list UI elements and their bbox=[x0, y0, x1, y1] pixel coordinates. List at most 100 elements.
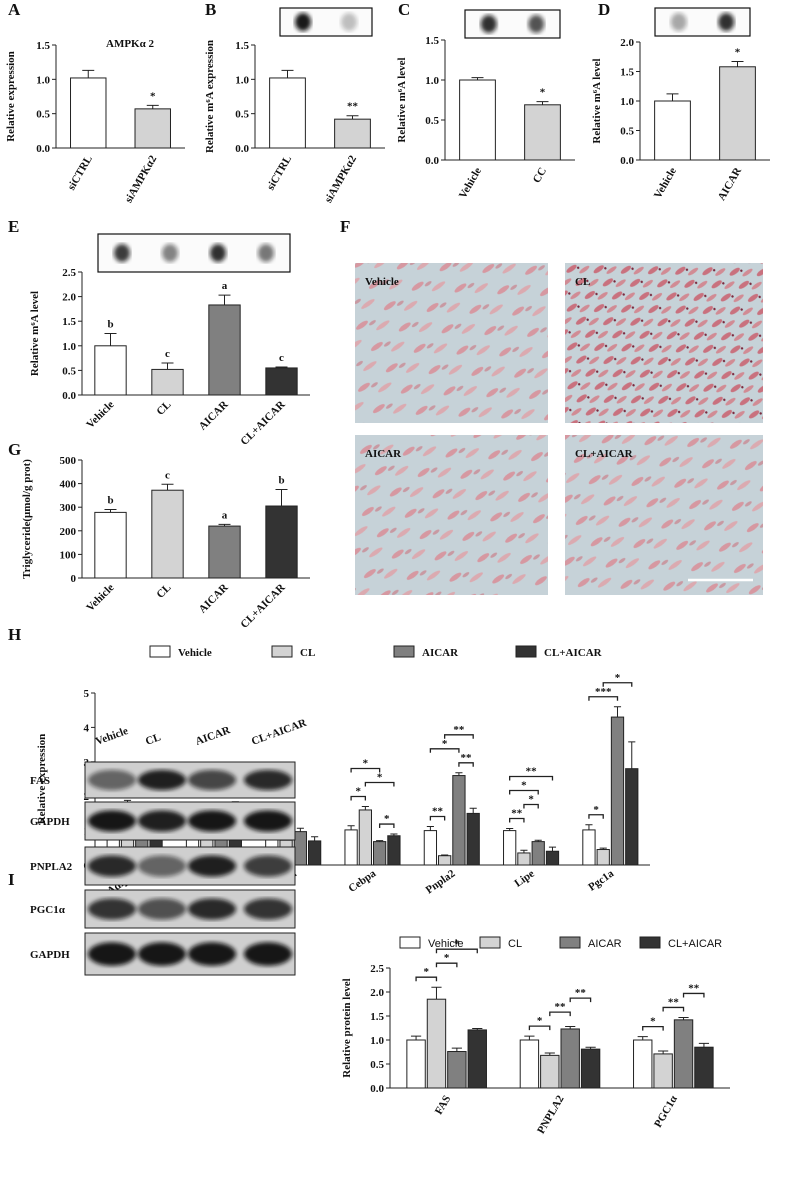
lane-label: AICAR bbox=[194, 724, 233, 748]
significance-label: * bbox=[363, 758, 369, 770]
panel-letter: B bbox=[205, 0, 216, 19]
legend-label: CL+AICAR bbox=[544, 647, 603, 659]
dot-blot-spot bbox=[480, 15, 497, 33]
significance-bracket bbox=[509, 789, 539, 795]
significance-label: * bbox=[615, 672, 621, 684]
error-bar bbox=[451, 1047, 462, 1052]
x-tick-label: Vehicle bbox=[84, 582, 116, 614]
blot-band bbox=[88, 810, 136, 832]
micrograph-label: AICAR bbox=[365, 448, 402, 460]
bar bbox=[373, 841, 387, 866]
significance-bracket bbox=[509, 817, 525, 823]
micrograph-label: Vehicle bbox=[365, 276, 399, 288]
bar bbox=[540, 1054, 560, 1089]
bar-annotation: c bbox=[165, 348, 170, 360]
error-bar bbox=[544, 1052, 555, 1056]
error-bar bbox=[311, 836, 319, 841]
significance-label: * bbox=[650, 1016, 656, 1028]
y-tick-label: 4 bbox=[84, 722, 90, 734]
legend-swatch bbox=[515, 645, 537, 658]
blot-band bbox=[88, 898, 136, 920]
bar-annotation: a bbox=[222, 280, 228, 292]
error-bar bbox=[520, 849, 528, 853]
error-bar bbox=[658, 1050, 669, 1054]
blot-band bbox=[188, 810, 236, 832]
significance-label: * bbox=[528, 794, 534, 806]
bar-annotation: * bbox=[735, 46, 741, 58]
significance-label: * bbox=[424, 966, 430, 978]
bar bbox=[654, 100, 691, 161]
dot-blot-frame bbox=[464, 9, 561, 39]
y-tick-label: 0.5 bbox=[235, 109, 249, 121]
y-tick-label: 300 bbox=[60, 502, 77, 514]
significance-bracket bbox=[350, 795, 367, 801]
error-bar bbox=[275, 489, 288, 507]
bar bbox=[673, 1019, 694, 1089]
bar bbox=[519, 1039, 540, 1089]
error-bar bbox=[678, 1016, 689, 1020]
bar bbox=[426, 998, 447, 1089]
error-bar bbox=[599, 847, 607, 850]
error-bar bbox=[161, 362, 174, 370]
y-tick-label: 0.0 bbox=[620, 155, 634, 167]
error-bar bbox=[524, 1035, 535, 1040]
micrograph-label: CL bbox=[575, 276, 590, 288]
micrograph bbox=[355, 435, 548, 595]
y-tick-label: 2.0 bbox=[620, 37, 634, 49]
error-bar bbox=[275, 366, 288, 368]
error-bar bbox=[281, 69, 294, 78]
y-tick-label: 1.5 bbox=[36, 40, 50, 52]
bar bbox=[633, 1039, 653, 1089]
bar bbox=[151, 489, 184, 579]
bar bbox=[307, 840, 322, 866]
significance-bracket bbox=[435, 948, 478, 954]
error-bar bbox=[565, 1026, 576, 1029]
significance-label: * bbox=[384, 813, 390, 825]
significance-label: * bbox=[442, 738, 448, 750]
significance-bracket bbox=[642, 1025, 664, 1031]
bar bbox=[70, 77, 107, 149]
error-bar bbox=[455, 772, 463, 776]
x-tick-label: AICAR bbox=[197, 581, 232, 616]
y-tick-label: 1.5 bbox=[235, 40, 249, 52]
significance-bracket bbox=[429, 815, 446, 821]
y-tick-label: 0.5 bbox=[36, 109, 50, 121]
significance-bracket bbox=[549, 1011, 571, 1017]
micrograph bbox=[565, 435, 763, 595]
error-bar bbox=[731, 60, 744, 67]
bar-annotation: a bbox=[222, 509, 228, 521]
significance-bracket bbox=[523, 803, 539, 809]
y-axis-label: Relative m⁶A level bbox=[591, 58, 603, 143]
chart-title: AMPKα 2 bbox=[106, 38, 154, 50]
y-tick-label: 0 bbox=[71, 573, 77, 585]
x-tick-label: PGC1α bbox=[652, 1093, 680, 1130]
y-tick-label: 0.0 bbox=[36, 143, 50, 155]
dot-blot-spot bbox=[162, 244, 178, 262]
blot-band bbox=[188, 855, 236, 877]
bar-annotation: ** bbox=[347, 101, 359, 113]
significance-label: ** bbox=[575, 987, 587, 999]
legend-label: AICAR bbox=[588, 938, 622, 950]
error-bar bbox=[410, 1035, 422, 1040]
bar bbox=[719, 66, 756, 161]
blot-band bbox=[188, 942, 236, 966]
bar bbox=[582, 829, 596, 866]
y-axis-label: Relative m⁶A level bbox=[29, 291, 41, 376]
row-label: GAPDH bbox=[30, 949, 70, 961]
lane-label: CL+AICAR bbox=[250, 716, 309, 747]
error-bar bbox=[296, 827, 304, 832]
row-label: GAPDH bbox=[30, 816, 70, 828]
bar bbox=[423, 830, 438, 866]
blot-band bbox=[138, 769, 186, 791]
y-axis-label: Relative expression bbox=[5, 51, 17, 142]
error-bar bbox=[698, 1042, 710, 1048]
x-tick-label: siCTRL bbox=[66, 154, 95, 193]
bar bbox=[344, 829, 358, 866]
error-bar bbox=[218, 294, 231, 305]
legend-label: CL bbox=[508, 938, 522, 950]
bar-annotation: * bbox=[540, 87, 546, 99]
y-tick-label: 1.0 bbox=[620, 96, 634, 108]
x-tick-label: CL bbox=[154, 582, 173, 601]
significance-bracket bbox=[350, 767, 381, 773]
